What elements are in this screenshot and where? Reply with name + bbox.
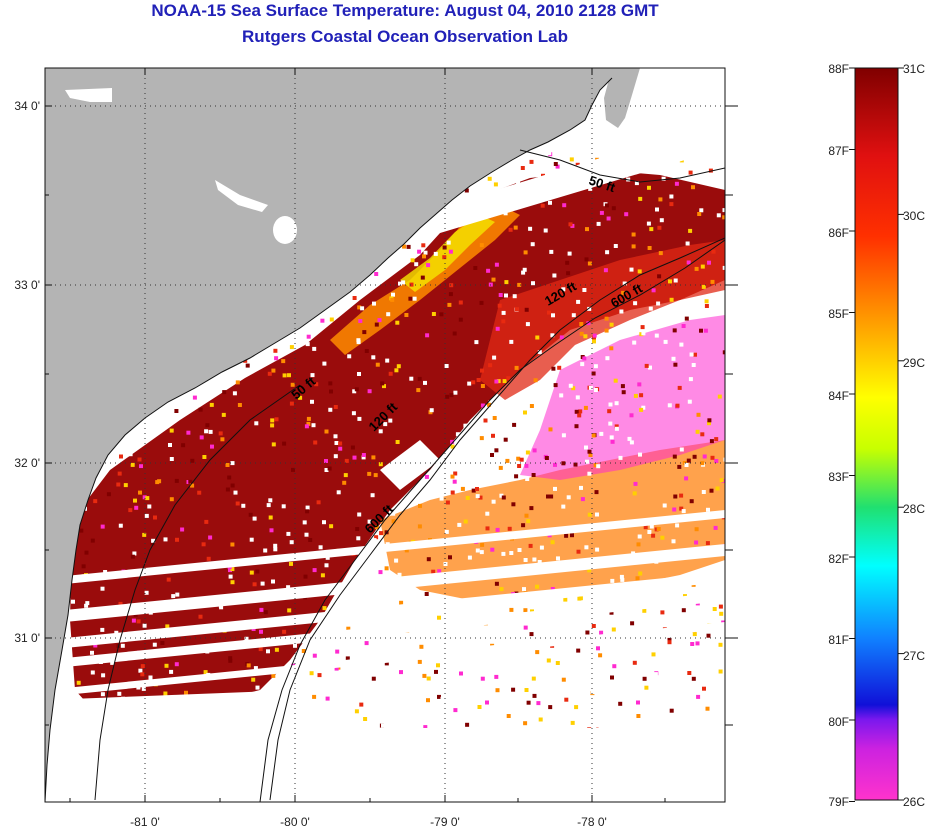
colorbar-f-label: 81F [828,633,849,647]
y-tick-label: 34 0' [14,99,40,113]
colorbar-f-label: 85F [828,307,849,321]
isobath-50ft [519,149,725,183]
land-peninsula [604,68,640,128]
plot-frame [44,67,726,803]
sst-data-layer [60,150,725,733]
colorbar-f-label: 82F [828,552,849,566]
map-title: NOAA-15 Sea Surface Temperature: August … [151,1,659,20]
colorbar: 88F 87F 86F 85F 84F 83F 82F 81F 80F 79F … [828,62,925,809]
inland-lake [273,216,297,244]
land-mass [45,68,612,802]
sst-cool-offshore [520,315,725,480]
colorbar-f-label: 80F [828,715,849,729]
no-data-gaps [45,85,725,802]
colorbar-f-label: 87F [828,144,849,158]
colorbar-c-label: 27C [903,649,925,663]
sst-yellow-nearshore [400,215,495,292]
graticule [45,68,725,802]
map-subtitle: Rutgers Coastal Ocean Observation Lab [242,27,568,46]
sst-warm-region [480,240,725,400]
x-tick-label: -80 0' [280,815,310,829]
colorbar-c-label: 29C [903,356,925,370]
colorbar-f-label: 88F [828,62,849,76]
colorbar-gradient [854,67,899,801]
x-tick-label: -78 0' [577,815,607,829]
y-tick-label: 31 0' [14,631,40,645]
isobath-120ft [269,237,725,801]
x-tick-label: -81 0' [130,815,160,829]
inland-lake [65,88,112,102]
colorbar-c-label: 31C [903,62,925,76]
isobath-600ft [259,239,725,802]
inland-lake [215,180,268,212]
axis-ticks [45,68,738,802]
y-tick-label: 32 0' [14,456,40,470]
colorbar-f-label: 83F [828,470,849,484]
colorbar-f-label: 84F [828,389,849,403]
y-tick-label: 33 0' [14,278,40,292]
colorbar-c-label: 26C [903,795,925,809]
colorbar-f-label: 79F [828,795,849,809]
x-tick-label: -79 0' [430,815,460,829]
colorbar-c-label: 30C [903,209,925,223]
colorbar-f-label: 86F [828,226,849,240]
colorbar-c-label: 28C [903,502,925,516]
isobath-50ft-inner [94,384,301,801]
